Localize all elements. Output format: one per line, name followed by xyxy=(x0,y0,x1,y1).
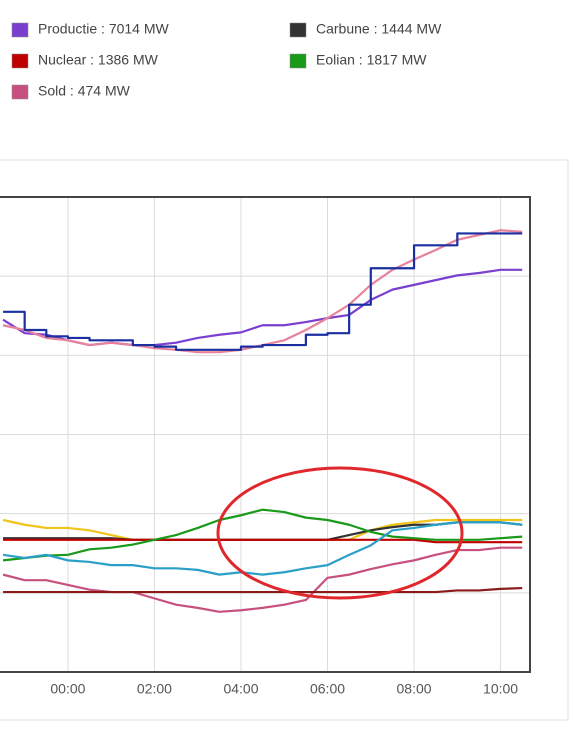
legend-swatch[interactable] xyxy=(11,53,29,69)
legend-label[interactable]: Carbune : 1444 MW xyxy=(316,21,442,37)
x-axis: 00:00 02:00 04:00 06:00 08:00 10:00 xyxy=(50,681,518,697)
series-line xyxy=(3,538,523,544)
series-line xyxy=(3,232,523,351)
x-tick-label: 02:00 xyxy=(137,681,172,697)
plot-border xyxy=(0,196,531,673)
legend-swatch[interactable] xyxy=(289,22,307,38)
legend-swatch[interactable] xyxy=(11,84,29,100)
legend-swatch[interactable] xyxy=(289,53,307,69)
plot-lines xyxy=(2,229,523,613)
legend: Productie : 7014 MW Carbune : 1444 MW Nucl… xyxy=(11,21,442,100)
highlight-ellipse xyxy=(216,466,464,600)
chart-panel xyxy=(0,159,569,721)
x-tick-label: 10:00 xyxy=(483,681,518,697)
series-line xyxy=(2,546,523,613)
series-line xyxy=(2,521,523,576)
legend-label[interactable]: Sold : 474 MW xyxy=(38,83,131,99)
x-tick-label: 00:00 xyxy=(50,681,85,697)
plot-frame xyxy=(0,196,531,673)
legend-label[interactable]: Productie : 7014 MW xyxy=(38,21,170,37)
x-tick-label: 08:00 xyxy=(397,681,432,697)
x-tick-label: 06:00 xyxy=(310,681,345,697)
legend-swatch[interactable] xyxy=(11,22,29,38)
series-line xyxy=(3,586,523,594)
x-tick-label: 04:00 xyxy=(223,681,258,697)
legend-label[interactable]: Nuclear : 1386 MW xyxy=(38,52,159,68)
legend-label[interactable]: Eolian : 1817 MW xyxy=(316,52,427,68)
series-line xyxy=(2,508,523,562)
